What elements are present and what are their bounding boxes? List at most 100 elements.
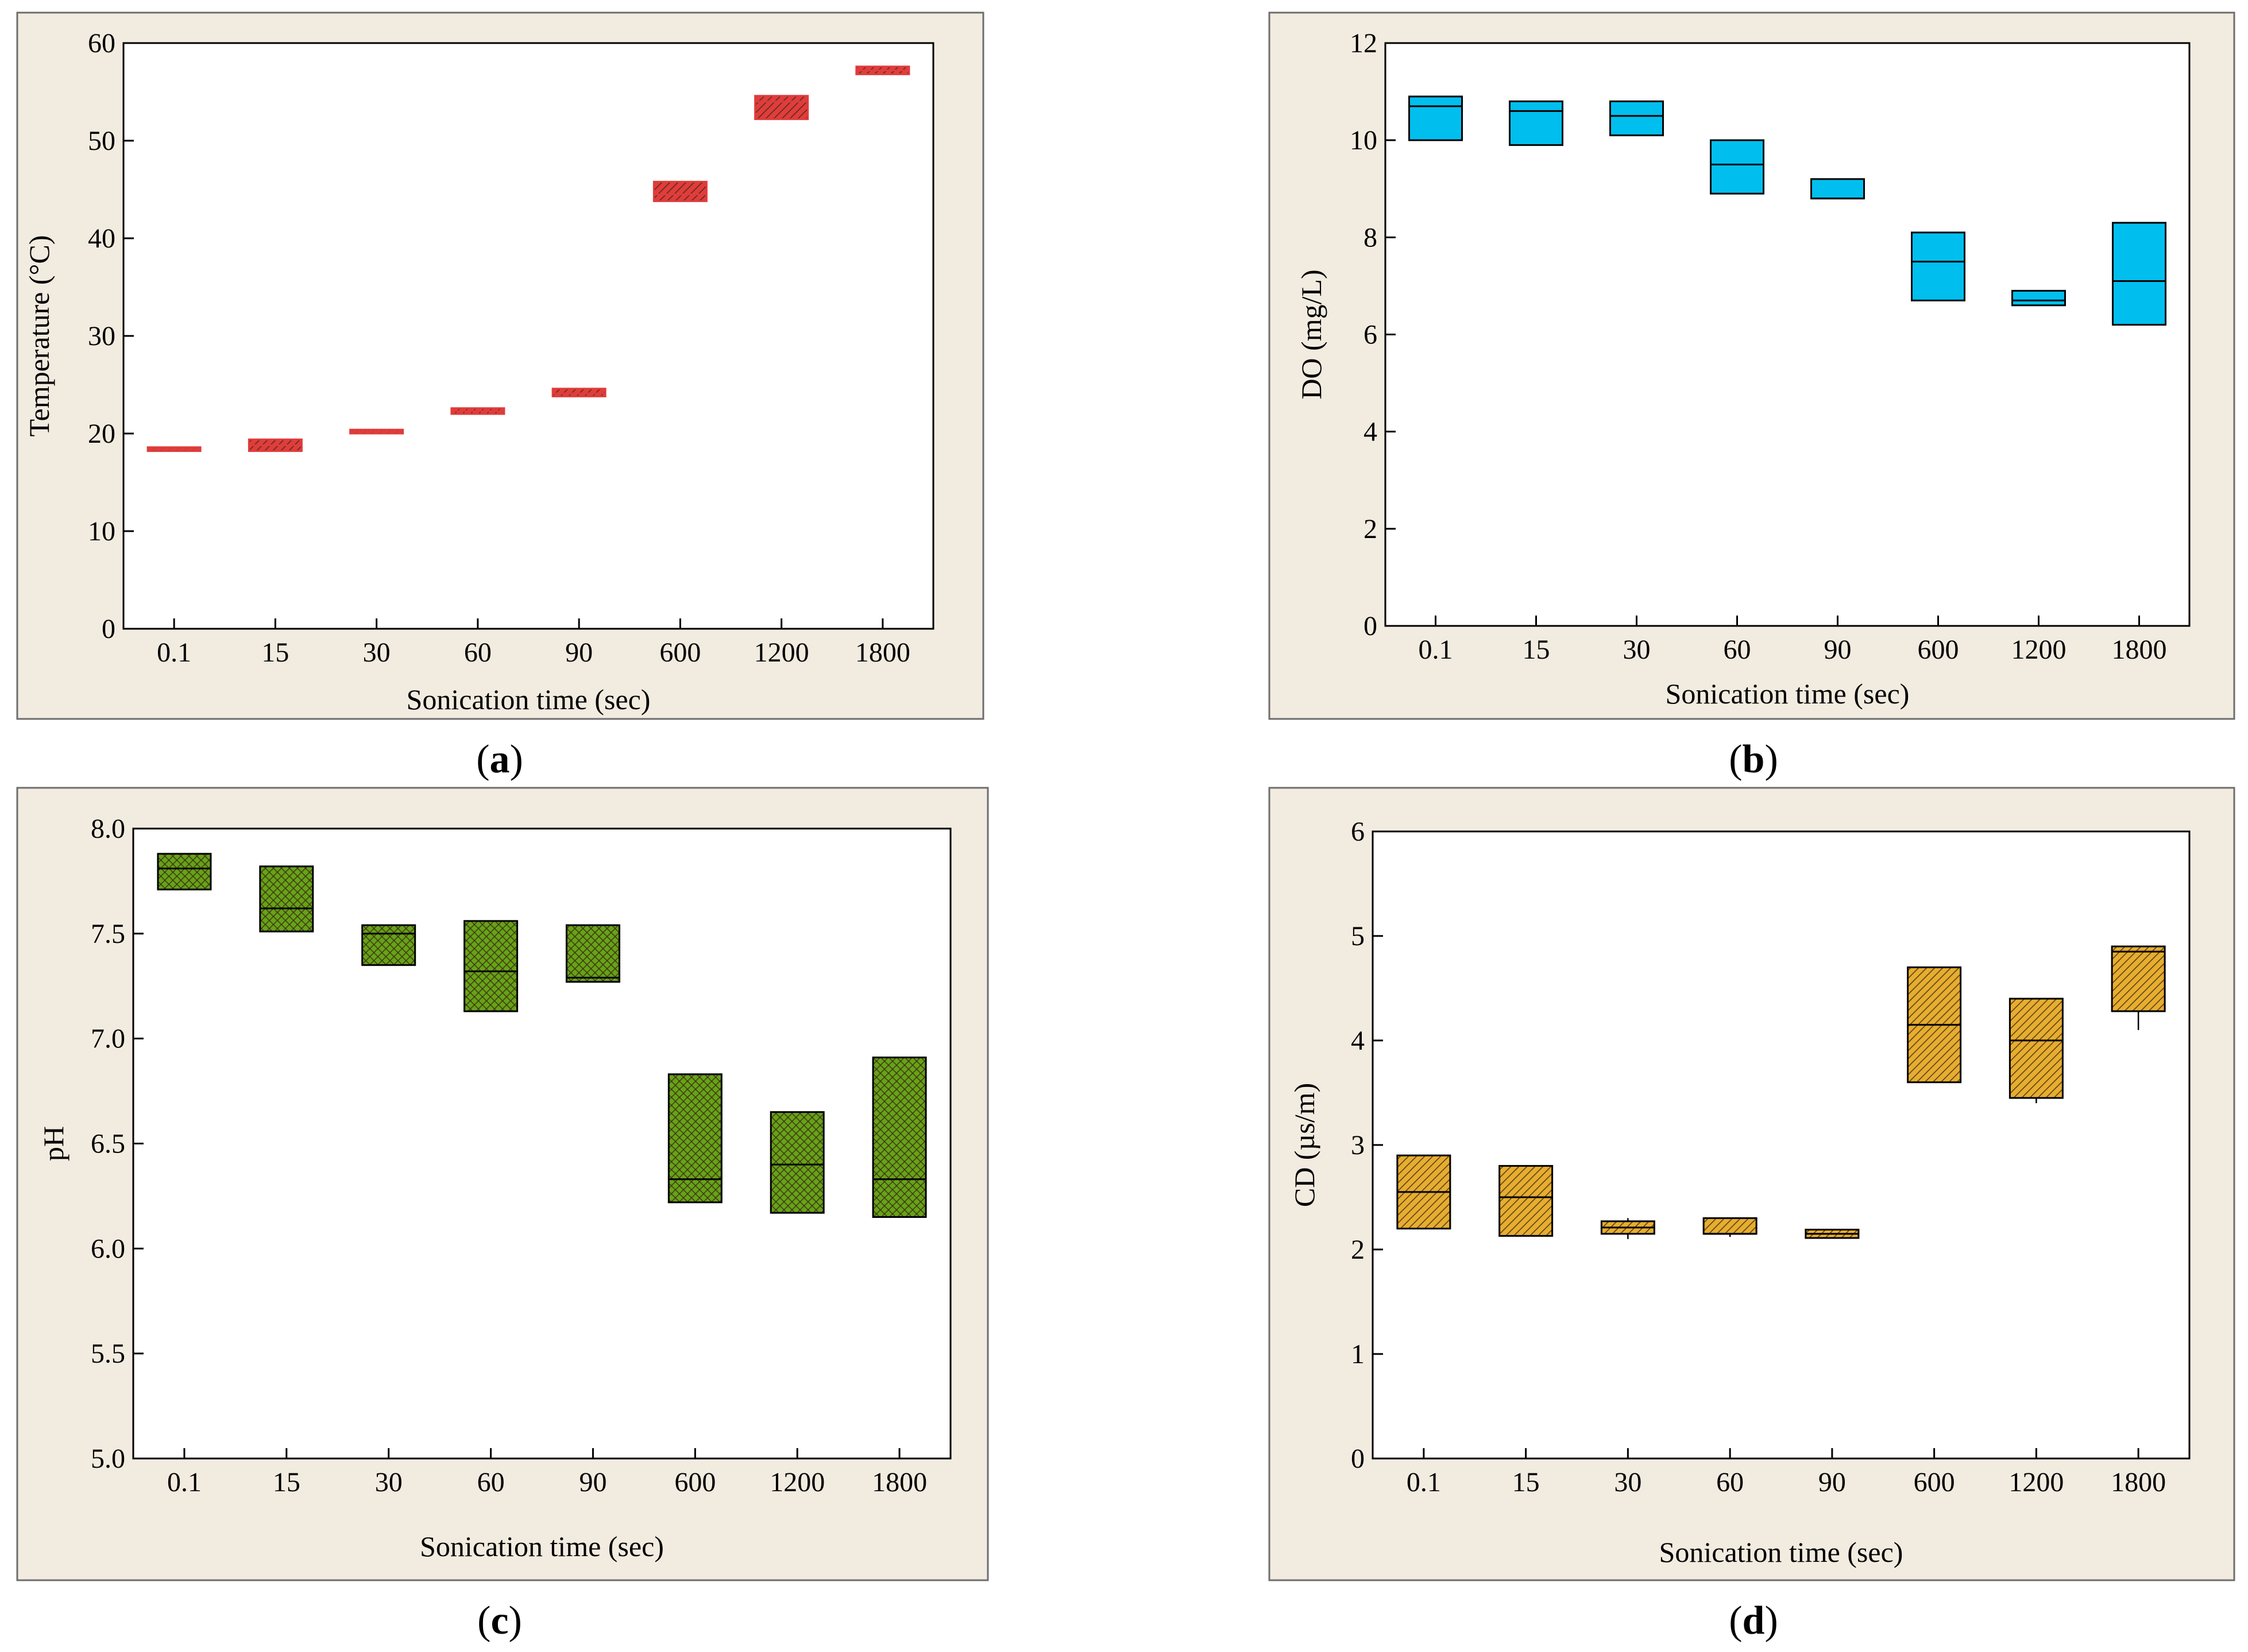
box-30: [361, 924, 416, 966]
x-axis-label: Sonication time (sec): [1666, 678, 1910, 710]
x-tick-label: 90: [565, 637, 593, 668]
x-tick-label: 0.1: [1407, 1467, 1441, 1498]
panel-caption: (b): [1729, 737, 1778, 781]
x-tick-label: 0.1: [167, 1467, 202, 1498]
chart-panel-b: 0 2 4 6 8 10 12 0.1 15 30 60 90 600 1200 1800 Sonicatio…: [1268, 11, 2235, 720]
box-1800: [2112, 222, 2166, 326]
panel-caption: (a): [476, 737, 523, 781]
box-15: [1498, 1164, 1554, 1237]
y-tick-label: 8: [1364, 222, 1377, 253]
y-tick-label: 4: [1351, 1026, 1365, 1056]
box-0.1: [1408, 95, 1463, 141]
box-1200: [770, 1111, 825, 1214]
y-tick-label: 12: [1350, 28, 1377, 59]
x-tick-label: 60: [464, 637, 492, 668]
y-tick-label: 2: [1364, 514, 1377, 544]
x-tick-label: 600: [674, 1467, 716, 1498]
x-tick-label: 1800: [2111, 1467, 2166, 1498]
y-tick-label: 6.5: [91, 1129, 125, 1159]
chart-panel-d: 0 1 2 3 4 5 6 0.1 15 30 60 90 600 1200 1800 Sonication …: [1268, 787, 2235, 1581]
panel-letter: b: [1743, 737, 1765, 781]
box-60: [1702, 1217, 1758, 1235]
x-tick-label: 90: [579, 1467, 607, 1498]
x-axis-label: Sonication time (sec): [1659, 1536, 1903, 1568]
plot-area: [132, 827, 952, 1460]
box-30: [1609, 100, 1664, 137]
x-tick-label: 600: [1918, 635, 1959, 665]
box-1800: [872, 1057, 927, 1218]
x-tick-label: 90: [1824, 635, 1852, 665]
x-tick-label: 15: [1512, 1467, 1540, 1498]
chart-panel-a: 0 10 20 30 40 50 60 0.1 15 30 60 90 600 1200 1800 Sonic…: [16, 11, 984, 720]
box-600: [667, 1073, 723, 1204]
x-tick-label: 15: [261, 637, 289, 668]
x-tick-label: 30: [363, 637, 391, 668]
x-tick-label: 1200: [770, 1467, 825, 1498]
box-1200: [2011, 289, 2066, 307]
box-1200: [754, 95, 809, 121]
y-tick-label: 2: [1351, 1235, 1365, 1265]
x-tick-label: 0.1: [157, 637, 191, 668]
y-tick-label: 1: [1351, 1339, 1365, 1369]
panel-caption: (c): [477, 1599, 522, 1643]
y-tick-label: 20: [88, 419, 115, 449]
box-60: [1710, 139, 1764, 195]
y-tick-label: 30: [88, 321, 115, 351]
plot-area: [1372, 830, 2191, 1460]
box-90: [551, 388, 607, 397]
y-tick-label: 8.0: [91, 814, 125, 844]
box-600: [1911, 231, 1965, 301]
x-tick-label: 30: [1623, 635, 1651, 665]
box-600: [652, 180, 708, 202]
y-tick-label: 3: [1351, 1130, 1365, 1160]
y-tick-label: 10: [1350, 125, 1377, 156]
plot-area: [1384, 42, 2191, 627]
x-tick-label: 1200: [2011, 635, 2067, 665]
y-tick-label: 40: [88, 223, 115, 254]
x-tick-label: 30: [1614, 1467, 1641, 1498]
x-tick-label: 30: [375, 1467, 403, 1498]
x-tick-label: 1200: [2008, 1467, 2064, 1498]
y-tick-label: 4: [1364, 417, 1377, 447]
box-0.1: [157, 853, 212, 891]
x-tick-label: 0.1: [1419, 635, 1453, 665]
x-tick-label: 1800: [855, 637, 910, 668]
y-tick-label: 0: [102, 614, 115, 644]
y-tick-label: 6: [1364, 320, 1377, 350]
y-tick-label: 0: [1364, 611, 1377, 641]
panel-caption: (d): [1729, 1599, 1778, 1643]
x-tick-label: 60: [1716, 1467, 1744, 1498]
panel-letter: a: [490, 737, 510, 781]
box-1200: [2008, 997, 2064, 1099]
x-tick-label: 1800: [2112, 635, 2167, 665]
y-tick-label: 6: [1351, 817, 1365, 847]
x-tick-label: 1800: [872, 1467, 927, 1498]
x-axis-label: Sonication time (sec): [407, 683, 651, 715]
y-tick-label: 5: [1351, 921, 1365, 951]
x-tick-label: 1200: [754, 637, 809, 668]
panel-letter: d: [1743, 1599, 1765, 1643]
y-tick-label: 5.5: [91, 1338, 125, 1369]
box-90: [1810, 178, 1865, 200]
y-tick-label: 7.5: [91, 919, 125, 949]
chart-panel-c: 5.0 5.5 6.0 6.5 7.0 7.5 8.0 0.1 15 30 60 90 600 1200 1…: [16, 787, 989, 1581]
box-15: [259, 865, 314, 933]
x-tick-label: 600: [659, 637, 701, 668]
y-tick-label: 7.0: [91, 1024, 125, 1054]
y-tick-label: 6.0: [91, 1233, 125, 1264]
y-axis-label: DO (mg/L): [1295, 269, 1327, 399]
y-axis-label: CD (µs/m): [1288, 1083, 1320, 1207]
y-tick-label: 5.0: [91, 1444, 125, 1474]
y-tick-label: 50: [88, 126, 115, 156]
y-axis-label: Temperature (°C): [23, 235, 55, 436]
y-tick-label: 60: [88, 28, 115, 59]
box-60: [463, 920, 519, 1012]
x-tick-label: 15: [273, 1467, 300, 1498]
x-axis-label: Sonication time (sec): [420, 1530, 664, 1562]
y-tick-label: 0: [1351, 1444, 1365, 1474]
box-90: [565, 924, 620, 983]
box-15: [1509, 100, 1563, 146]
x-tick-label: 60: [477, 1467, 505, 1498]
x-tick-label: 600: [1914, 1467, 1955, 1498]
